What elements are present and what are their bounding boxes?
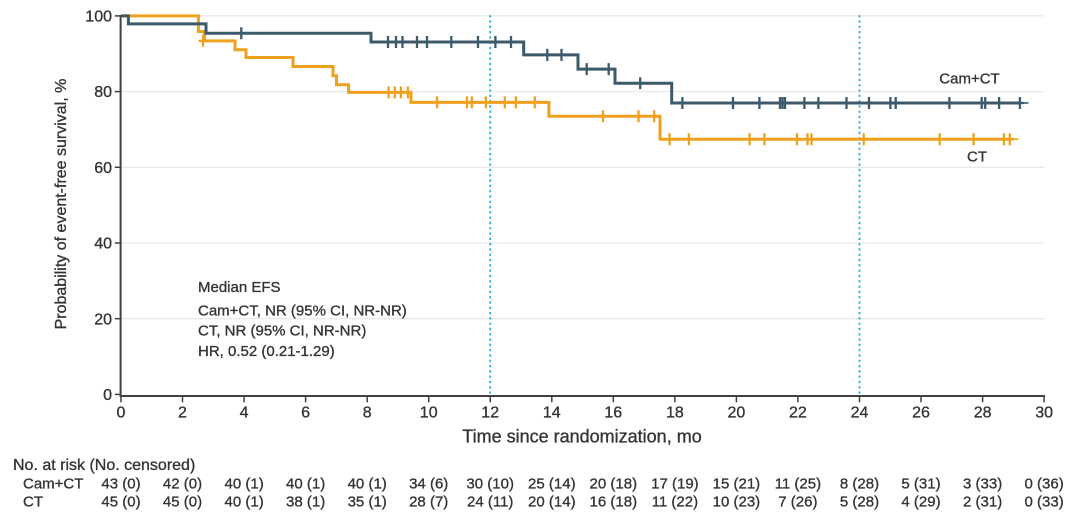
svg-text:45 (0): 45 (0) bbox=[101, 493, 140, 510]
svg-text:3 (33): 3 (33) bbox=[963, 476, 1002, 493]
svg-text:28 (7): 28 (7) bbox=[409, 493, 448, 510]
svg-text:16: 16 bbox=[604, 405, 622, 422]
svg-text:35 (1): 35 (1) bbox=[348, 493, 387, 510]
svg-text:HR, 0.52 (0.21-1.29): HR, 0.52 (0.21-1.29) bbox=[198, 343, 335, 360]
svg-text:40: 40 bbox=[94, 236, 112, 253]
svg-text:Probability of event-free surv: Probability of event-free survival, % bbox=[53, 79, 70, 330]
svg-text:5 (31): 5 (31) bbox=[901, 476, 940, 493]
svg-text:0 (36): 0 (36) bbox=[1025, 476, 1064, 493]
svg-text:CT: CT bbox=[23, 493, 43, 510]
svg-text:42 (0): 42 (0) bbox=[163, 476, 202, 493]
svg-text:34 (6): 34 (6) bbox=[409, 476, 448, 493]
svg-text:16 (18): 16 (18) bbox=[590, 493, 638, 510]
svg-text:11 (25): 11 (25) bbox=[775, 476, 821, 493]
svg-text:26: 26 bbox=[912, 405, 930, 422]
svg-text:4 (29): 4 (29) bbox=[901, 493, 940, 510]
svg-text:4: 4 bbox=[240, 405, 249, 422]
svg-text:22: 22 bbox=[789, 405, 807, 422]
svg-text:24 (11): 24 (11) bbox=[467, 493, 513, 510]
svg-text:0 (33): 0 (33) bbox=[1025, 493, 1064, 510]
svg-text:30: 30 bbox=[1035, 405, 1053, 422]
svg-text:Time since randomization, mo: Time since randomization, mo bbox=[462, 427, 701, 447]
svg-text:80: 80 bbox=[94, 84, 112, 101]
svg-text:7 (26): 7 (26) bbox=[778, 493, 817, 510]
svg-text:CT: CT bbox=[967, 149, 987, 166]
svg-text:11 (22): 11 (22) bbox=[652, 493, 698, 510]
svg-text:20: 20 bbox=[728, 405, 746, 422]
svg-text:17 (19): 17 (19) bbox=[651, 476, 699, 493]
svg-text:Cam+CT: Cam+CT bbox=[939, 71, 999, 88]
svg-text:43 (0): 43 (0) bbox=[101, 476, 140, 493]
svg-text:28: 28 bbox=[974, 405, 992, 422]
svg-text:8: 8 bbox=[363, 405, 372, 422]
svg-text:8 (28): 8 (28) bbox=[840, 476, 879, 493]
svg-text:2 (31): 2 (31) bbox=[963, 493, 1002, 510]
svg-text:0: 0 bbox=[117, 405, 126, 422]
svg-text:0: 0 bbox=[103, 387, 112, 404]
svg-text:20: 20 bbox=[94, 311, 112, 328]
svg-text:30 (10): 30 (10) bbox=[466, 476, 514, 493]
svg-text:38 (1): 38 (1) bbox=[286, 493, 325, 510]
svg-text:15 (21): 15 (21) bbox=[713, 476, 761, 493]
svg-text:45 (0): 45 (0) bbox=[163, 493, 202, 510]
svg-text:Cam+CT: Cam+CT bbox=[23, 476, 83, 493]
svg-text:12: 12 bbox=[481, 405, 499, 422]
svg-text:25 (14): 25 (14) bbox=[528, 476, 576, 493]
svg-text:100: 100 bbox=[85, 9, 112, 26]
svg-text:14: 14 bbox=[543, 405, 561, 422]
svg-text:40 (1): 40 (1) bbox=[225, 493, 264, 510]
svg-text:40 (1): 40 (1) bbox=[225, 476, 264, 493]
svg-text:24: 24 bbox=[851, 405, 869, 422]
svg-text:20 (14): 20 (14) bbox=[528, 493, 576, 510]
svg-text:10 (23): 10 (23) bbox=[713, 493, 761, 510]
svg-text:Cam+CT, NR (95% CI, NR-NR): Cam+CT, NR (95% CI, NR-NR) bbox=[198, 303, 407, 320]
svg-text:18: 18 bbox=[666, 405, 684, 422]
svg-text:40 (1): 40 (1) bbox=[286, 476, 325, 493]
svg-text:40 (1): 40 (1) bbox=[348, 476, 387, 493]
svg-text:10: 10 bbox=[420, 405, 438, 422]
svg-text:No. at risk (No. censored): No. at risk (No. censored) bbox=[13, 457, 195, 474]
svg-text:6: 6 bbox=[301, 405, 310, 422]
svg-text:Median EFS: Median EFS bbox=[198, 279, 281, 296]
svg-text:60: 60 bbox=[94, 160, 112, 177]
svg-text:20 (18): 20 (18) bbox=[590, 476, 638, 493]
svg-text:2: 2 bbox=[178, 405, 187, 422]
svg-text:CT, NR (95% CI, NR-NR): CT, NR (95% CI, NR-NR) bbox=[198, 322, 366, 339]
svg-text:5 (28): 5 (28) bbox=[840, 493, 879, 510]
